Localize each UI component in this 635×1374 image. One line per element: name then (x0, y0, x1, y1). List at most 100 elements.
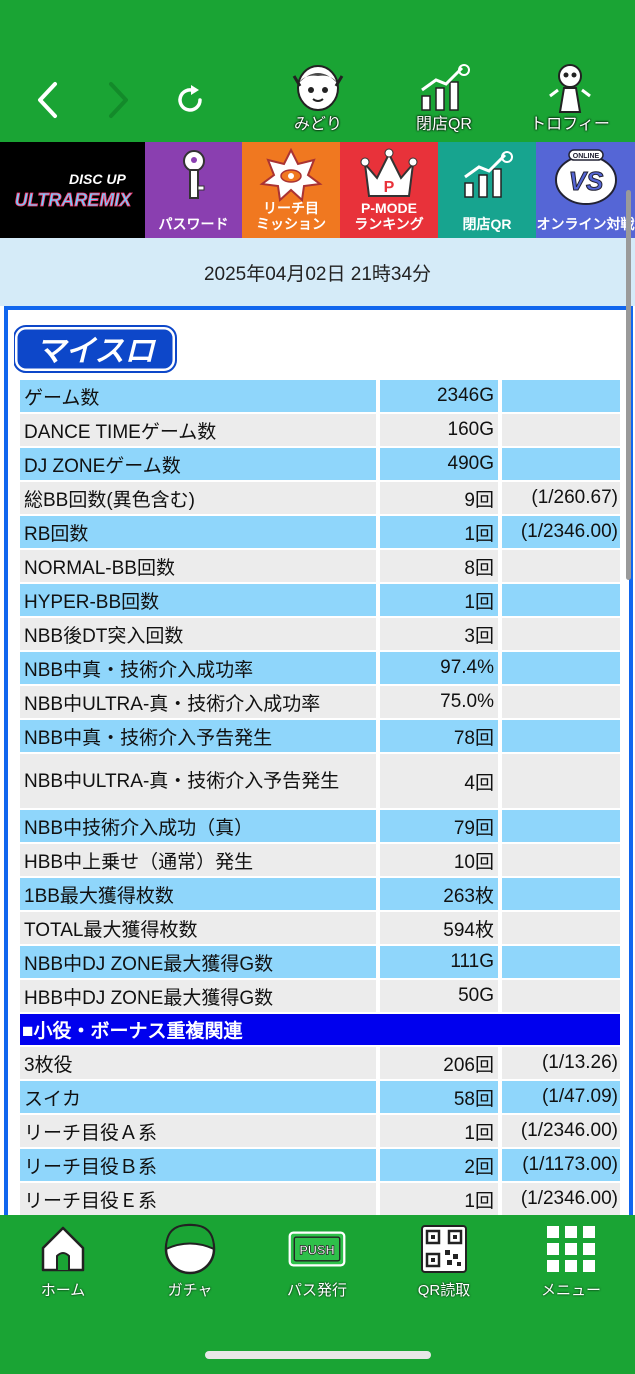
reload-button[interactable] (170, 78, 210, 122)
table-row: NORMAL-BB回数 8回 (20, 550, 620, 582)
menu-tiles: DISC UP ULTRAREMIX パスワード リーチ目 ミッション P P-… (0, 142, 635, 238)
nav-menu[interactable]: メニュー (516, 1223, 626, 1303)
row-label: HYPER-BB回数 (20, 584, 376, 616)
row-value: 263枚 (380, 878, 498, 910)
row-value: 1回 (380, 516, 498, 548)
row-label: TOTAL最大獲得枚数 (20, 912, 376, 944)
table-row: RB回数 1回 (1/2346.00) (20, 516, 620, 548)
trophy-button[interactable]: トロフィー (520, 62, 620, 136)
row-label: 1BB最大獲得枚数 (20, 878, 376, 910)
svg-text:ULTRAREMIX: ULTRAREMIX (14, 190, 132, 210)
row-probability: (1/2346.00) (502, 516, 620, 548)
table-row: NBB中技術介入成功（真） 79回 (20, 810, 620, 842)
table-row: HYPER-BB回数 1回 (20, 584, 620, 616)
datetime-text: 2025年04月02日 21時34分 (203, 263, 432, 285)
tile-closing-qr[interactable]: 閉店QR (438, 142, 536, 238)
row-value: 97.4% (380, 652, 498, 684)
reach-eye-icon (259, 148, 323, 202)
tile-disc-up[interactable]: DISC UP ULTRAREMIX (0, 142, 145, 238)
table-row: 1BB最大獲得枚数 263枚 (20, 878, 620, 910)
disc-up-logo: DISC UP ULTRAREMIX (14, 171, 132, 210)
row-probability (502, 980, 620, 1012)
row-probability: (1/2346.00) (502, 1115, 620, 1147)
row-probability (502, 878, 620, 910)
row-label: リーチ目役Ａ系 (20, 1115, 376, 1147)
stats-table: ゲーム数 2346G DANCE TIMEゲーム数 160G DJ ZONEゲーム数… (20, 380, 620, 1217)
row-label: HBB中上乗せ（通常）発生 (20, 844, 376, 876)
row-value: 2回 (380, 1149, 498, 1181)
home-icon (41, 1226, 85, 1272)
row-value: 160G (380, 414, 498, 446)
table-row: ゲーム数 2346G (20, 380, 620, 412)
closing-qr-chart-icon (464, 151, 513, 198)
home-indicator[interactable] (205, 1351, 431, 1359)
row-probability (502, 584, 620, 616)
myslo-logo-text: マイスロ (35, 334, 156, 369)
nav-qr-read-label: QR読取 (417, 1282, 471, 1299)
forward-button[interactable] (98, 78, 138, 122)
tile-closing-qr-label: 閉店QR (462, 216, 512, 232)
row-probability: (1/13.26) (502, 1047, 620, 1079)
row-probability (502, 380, 620, 412)
back-button[interactable] (28, 78, 68, 122)
row-label: NBB中技術介入成功（真） (20, 810, 376, 842)
versus-icon: ONLINE VS (554, 149, 617, 205)
row-probability (502, 550, 620, 582)
table-row: 総BB回数(異色含む) 9回 (1/260.67) (20, 482, 620, 514)
closing-qr-label: 閉店QR (415, 116, 472, 133)
row-probability (502, 720, 620, 752)
closing-qr-button[interactable]: 閉店QR (394, 62, 494, 136)
row-label: 3枚役 (20, 1047, 376, 1079)
tile-online-battle-label: オンライン対戦 (536, 216, 635, 232)
nav-pass-issue[interactable]: PUSH パス発行 (262, 1223, 372, 1303)
nav-qr-read[interactable]: QR読取 (389, 1223, 499, 1303)
row-label: NBB中真・技術介入成功率 (20, 652, 376, 684)
row-probability: (1/260.67) (502, 482, 620, 514)
nav-home[interactable]: ホーム (8, 1223, 118, 1303)
row-label: リーチ目役Ｅ系 (20, 1183, 376, 1215)
row-value: 58回 (380, 1081, 498, 1113)
row-probability (502, 754, 620, 808)
table-row: リーチ目役Ｂ系 2回 (1/1173.00) (20, 1149, 620, 1181)
date-band: 2025年04月02日 21時34分 (0, 238, 635, 306)
row-value: 594枚 (380, 912, 498, 944)
tile-password[interactable]: パスワード (145, 142, 242, 238)
row-label: NBB後DT突入回数 (20, 618, 376, 650)
row-value: 9回 (380, 482, 498, 514)
online-badge-text: ONLINE (572, 153, 599, 160)
top-header: みどり 閉店QR トロフィー (0, 0, 635, 142)
table-row: スイカ 58回 (1/47.09) (20, 1081, 620, 1113)
row-label: リーチ目役Ｂ系 (20, 1149, 376, 1181)
midori-button[interactable]: みどり (268, 62, 368, 136)
row-label: NBB中DJ ZONE最大獲得G数 (20, 946, 376, 978)
row-value: 111G (380, 946, 498, 978)
row-value: 3回 (380, 618, 498, 650)
row-label: 総BB回数(異色含む) (20, 482, 376, 514)
row-label: RB回数 (20, 516, 376, 548)
scrollbar[interactable] (626, 190, 631, 580)
table-row: DANCE TIMEゲーム数 160G (20, 414, 620, 446)
table-row: NBB中ULTRA-真・技術介入成功率 75.0% (20, 686, 620, 718)
row-value: 75.0% (380, 686, 498, 718)
tile-pmode-ranking[interactable]: P P-MODE ランキング (340, 142, 438, 238)
row-value: 1回 (380, 584, 498, 616)
row-probability (502, 686, 620, 718)
table-row: HBB中上乗せ（通常）発生 10回 (20, 844, 620, 876)
table-row: HBB中DJ ZONE最大獲得G数 50G (20, 980, 620, 1012)
row-value: 78回 (380, 720, 498, 752)
nav-gacha[interactable]: ガチャ (135, 1223, 245, 1303)
tile-reach-mission[interactable]: リーチ目 ミッション (242, 142, 340, 238)
closing-qr-chart-icon (421, 64, 470, 111)
tile-pmode-ranking-label: P-MODE ランキング (354, 200, 424, 232)
myslo-logo: マイスロ (14, 325, 177, 373)
row-value: 4回 (380, 754, 498, 808)
section-header-koyaku: ■小役・ボーナス重複関連 (20, 1014, 620, 1045)
svg-text:DISC UP: DISC UP (69, 171, 126, 187)
row-value: 79回 (380, 810, 498, 842)
tile-online-battle[interactable]: ONLINE VS オンライン対戦 (536, 142, 635, 238)
bottom-nav: ホーム ガチャ PUSH パス発行 (0, 1215, 635, 1374)
qr-code-icon (421, 1225, 467, 1273)
row-value: 2346G (380, 380, 498, 412)
row-probability (502, 810, 620, 842)
row-label: DJ ZONEゲーム数 (20, 448, 376, 480)
